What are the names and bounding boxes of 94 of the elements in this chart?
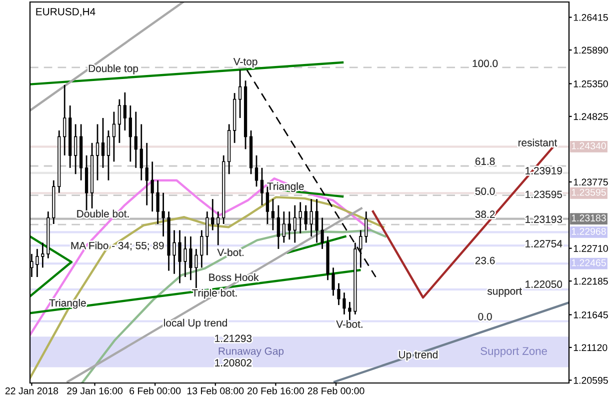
x-tick-label: 20 Feb 16:00 — [248, 387, 304, 394]
annotation: 61.8 — [475, 158, 495, 166]
annotation: local Up trend — [164, 318, 227, 329]
candlestick — [364, 210, 368, 244]
candlestick — [282, 210, 286, 244]
y-tick-label: 1.22185 — [574, 278, 608, 285]
candlestick — [276, 204, 280, 250]
annotation: 1.23193 — [526, 216, 562, 224]
candlestick — [118, 98, 122, 144]
annotation: Up trend — [399, 350, 438, 360]
ref-line-label: 1.24340 — [572, 142, 606, 150]
candlestick — [254, 154, 258, 188]
y-tick-label: 1.24825 — [574, 113, 608, 120]
y-tick-label: 1.26415 — [574, 14, 608, 21]
candlestick — [74, 124, 78, 175]
candlestick — [189, 236, 192, 281]
candlestick — [150, 160, 154, 212]
candlestick — [178, 230, 182, 284]
x-tick-label: 6 Feb 00:00 — [130, 387, 181, 394]
candlestick — [101, 117, 105, 169]
candlestick — [134, 111, 138, 169]
candlestick — [337, 282, 340, 306]
annotation: 38.2 — [475, 210, 495, 218]
annotation: 1.22754 — [526, 240, 562, 248]
candlestick — [140, 124, 143, 182]
candlestick — [184, 236, 187, 278]
annotation: 1.23595 — [526, 190, 562, 198]
candlestick — [96, 124, 100, 182]
annotation: MA Fibo - 34; 55; 89 — [71, 242, 164, 250]
chart-title: EURUSD,H4 — [36, 8, 96, 17]
x-tick-label: 29 Jan 16:00 — [67, 387, 122, 394]
x-tick-label: 13 Feb 08:00 — [187, 387, 244, 394]
annotation: resistant — [518, 138, 558, 146]
candlestick — [123, 92, 126, 132]
candlestick — [206, 210, 209, 256]
annotation: V-bot. — [336, 320, 362, 328]
annotation: Double top — [88, 64, 138, 74]
line-series — [30, 177, 372, 336]
ref-line-label: 1.22968 — [572, 228, 606, 235]
candlestick — [145, 142, 148, 206]
candlestick — [359, 230, 362, 268]
candlestick — [216, 210, 220, 246]
candlestick — [260, 167, 264, 206]
candlestick — [200, 230, 204, 268]
x-tick-label: 28 Feb 00:00 — [308, 387, 364, 394]
y-tick-label: 1.21120 — [574, 344, 608, 352]
candlestick — [298, 201, 302, 234]
candlestick — [211, 198, 214, 231]
y-tick-label: 1.20595 — [574, 376, 608, 384]
candlestick — [271, 198, 275, 231]
candlestick — [172, 230, 176, 275]
y-tick-label: 1.25350 — [574, 80, 608, 88]
candlestick — [310, 198, 313, 238]
annotation: 1.21293 — [215, 334, 252, 342]
candlestick — [320, 217, 324, 250]
annotation: 1.20802 — [215, 359, 252, 366]
band-label: Support Zone — [480, 347, 547, 358]
annotation: support — [488, 288, 522, 297]
candlestick — [304, 204, 308, 231]
candlestick — [342, 292, 346, 316]
annotation: Boss Hook — [209, 273, 259, 282]
candlestick — [106, 130, 110, 182]
y-tick-label: 1.25890 — [574, 46, 608, 54]
annotation: 100.0 — [472, 60, 498, 68]
annotation: V-top — [233, 58, 258, 68]
ref-line-label: 1.23183 — [572, 214, 606, 222]
annotation: 23.6 — [475, 256, 495, 264]
candlestick — [315, 198, 318, 244]
annotation: Runaway Gap — [218, 347, 284, 357]
y-tick-label: 1.22710 — [574, 245, 608, 252]
candlestick — [238, 69, 242, 119]
candlestick — [63, 84, 66, 156]
candlestick — [41, 242, 44, 268]
annotation: Triple bot. — [192, 288, 237, 299]
candlestick — [332, 266, 335, 296]
annotation: V-bot. — [217, 248, 244, 256]
candlestick — [288, 210, 291, 240]
candlestick — [293, 204, 296, 244]
candlestick — [36, 248, 39, 278]
ref-line-label: 1.22465 — [572, 259, 606, 266]
y-tick-label: 1.21645 — [574, 311, 608, 318]
candlestick — [112, 111, 116, 162]
candlestick — [194, 248, 198, 290]
annotation: 1.22050 — [526, 280, 562, 288]
y-tick-label: 1.23775 — [574, 178, 608, 186]
candlestick — [128, 104, 132, 162]
candlestick — [348, 301, 352, 321]
candlestick — [156, 180, 160, 225]
annotation: 0.0 — [478, 312, 492, 320]
ref-line-label: 1.23595 — [572, 188, 606, 196]
annotation: 50.0 — [475, 188, 495, 195]
candlestick — [162, 192, 165, 238]
x-tick-label: 22 Jan 2018 — [5, 387, 58, 394]
line-series — [30, 196, 384, 380]
